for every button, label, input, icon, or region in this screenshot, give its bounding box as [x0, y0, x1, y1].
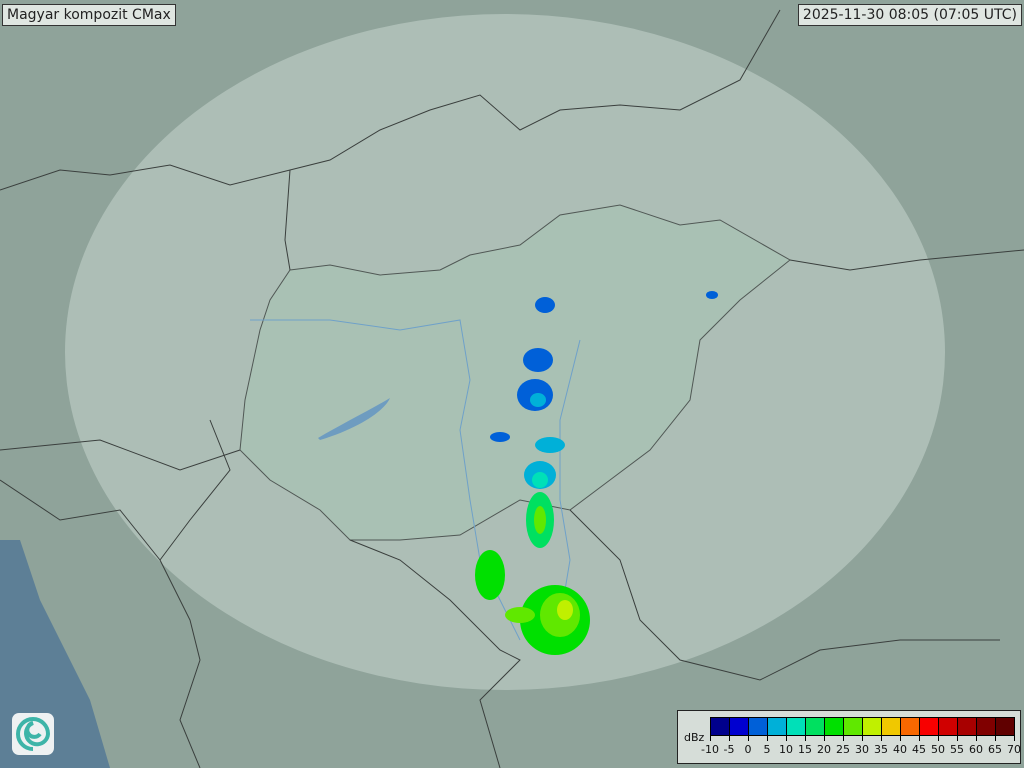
radar-echoes	[475, 291, 718, 655]
adriatic-sea	[0, 540, 110, 768]
legend-tick	[862, 735, 863, 741]
legend-swatch	[920, 718, 939, 735]
dbz-legend: dBz -10 -5 0 5 10 15 20 25 30 35 40 45 50 55 60 65 70	[677, 710, 1021, 764]
legend-tick	[995, 735, 996, 741]
legend-swatch	[787, 718, 806, 735]
legend-tick-label: 60	[969, 743, 983, 756]
legend-tick	[710, 735, 711, 741]
legend-tick	[900, 735, 901, 741]
legend-tick-label: 10	[779, 743, 793, 756]
legend-tick-label: 65	[988, 743, 1002, 756]
legend-swatch	[749, 718, 768, 735]
legend-swatch	[882, 718, 901, 735]
legend-swatch	[901, 718, 920, 735]
legend-tick-label: 25	[836, 743, 850, 756]
legend-tick-label: 40	[893, 743, 907, 756]
legend-tick	[1014, 735, 1015, 741]
legend-tick	[786, 735, 787, 741]
legend-tick-label: 30	[855, 743, 869, 756]
legend-tick-label: -5	[723, 743, 735, 756]
lake-balaton	[318, 398, 390, 440]
legend-tick-label: 70	[1007, 743, 1021, 756]
swirl-logo-icon	[12, 713, 54, 755]
timestamp: 2025-11-30 08:05 (07:05 UTC)	[797, 4, 1022, 26]
legend-tick-label: 0	[744, 743, 752, 756]
legend-ticks: -10 -5 0 5 10 15 20 25 30 35 40 45 50 55 60 65 70	[701, 735, 1021, 756]
country-borders	[0, 9, 1024, 768]
legend-swatch	[730, 718, 749, 735]
legend-swatch	[806, 718, 825, 735]
legend-tick	[748, 735, 749, 741]
legend-tick-label: 5	[763, 743, 771, 756]
legend-swatch	[711, 718, 730, 735]
legend-tick	[805, 735, 806, 741]
legend-swatch	[939, 718, 958, 735]
legend-swatch	[768, 718, 787, 735]
legend-tick	[919, 735, 920, 741]
legend-tick	[938, 735, 939, 741]
hungary-region	[239, 204, 791, 541]
legend-swatch	[996, 718, 1014, 735]
legend-tick-label: 35	[874, 743, 888, 756]
legend-unit: dBz	[684, 731, 705, 744]
legend-swatch	[958, 718, 977, 735]
legend-swatch	[825, 718, 844, 735]
legend-tick	[767, 735, 768, 741]
legend-tick	[824, 735, 825, 741]
legend-tick	[843, 735, 844, 741]
legend-tick	[957, 735, 958, 741]
legend-tick-label: 20	[817, 743, 831, 756]
legend-swatch	[977, 718, 996, 735]
rivers	[250, 319, 581, 641]
legend-swatch	[844, 718, 863, 735]
legend-tick-label: 50	[931, 743, 945, 756]
legend-swatch	[863, 718, 882, 735]
legend-color-bar	[710, 717, 1015, 736]
legend-tick	[881, 735, 882, 741]
legend-tick-label: 45	[912, 743, 926, 756]
legend-tick-label: 55	[950, 743, 964, 756]
legend-tick	[976, 735, 977, 741]
legend-tick	[729, 735, 730, 741]
legend-tick-label: -10	[701, 743, 719, 756]
legend-tick-label: 15	[798, 743, 812, 756]
map-title: Magyar kompozit CMax	[2, 4, 176, 26]
